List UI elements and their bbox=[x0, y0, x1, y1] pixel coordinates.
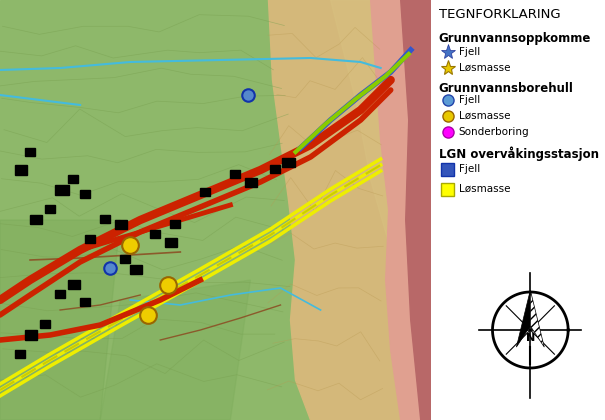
Text: Sonderboring: Sonderboring bbox=[459, 127, 529, 137]
Bar bbox=[55, 290, 65, 298]
Polygon shape bbox=[100, 280, 250, 420]
Bar bbox=[80, 298, 90, 306]
Bar bbox=[45, 205, 55, 213]
Text: Fjell: Fjell bbox=[459, 47, 480, 57]
Bar bbox=[270, 165, 281, 173]
Bar bbox=[30, 215, 42, 224]
Bar bbox=[165, 238, 177, 247]
Text: Fjell: Fjell bbox=[459, 164, 480, 174]
Text: LGN overvåkingsstasjon: LGN overvåkingsstasjon bbox=[439, 146, 599, 160]
Bar bbox=[25, 148, 35, 156]
Text: Grunnvannsoppkomme: Grunnvannsoppkomme bbox=[439, 32, 591, 45]
Polygon shape bbox=[531, 290, 544, 347]
Bar bbox=[246, 178, 258, 187]
Polygon shape bbox=[371, 0, 431, 420]
Bar bbox=[115, 220, 127, 229]
Bar bbox=[85, 235, 95, 243]
Bar bbox=[231, 170, 240, 178]
Bar bbox=[15, 350, 25, 358]
Bar bbox=[440, 163, 454, 176]
Text: Løsmasse: Løsmasse bbox=[459, 111, 510, 121]
Bar bbox=[120, 255, 130, 263]
Polygon shape bbox=[330, 0, 431, 280]
Text: Løsmasse: Løsmasse bbox=[459, 184, 510, 194]
Bar bbox=[200, 188, 211, 196]
Bar bbox=[25, 330, 37, 340]
Bar bbox=[170, 220, 180, 228]
Text: N: N bbox=[526, 333, 535, 343]
Text: Fjell: Fjell bbox=[459, 95, 480, 105]
Bar bbox=[40, 320, 50, 328]
Bar bbox=[80, 190, 90, 198]
Bar bbox=[100, 215, 110, 223]
Polygon shape bbox=[517, 290, 531, 347]
Text: TEGNFORKLARING: TEGNFORKLARING bbox=[439, 8, 560, 21]
Polygon shape bbox=[269, 0, 431, 420]
Text: Løsmasse: Løsmasse bbox=[459, 63, 510, 73]
Text: Grunnvannsborehull: Grunnvannsborehull bbox=[439, 82, 574, 95]
Bar bbox=[55, 185, 69, 195]
Bar bbox=[130, 265, 142, 274]
Bar bbox=[68, 175, 78, 183]
Bar bbox=[150, 230, 160, 238]
Bar bbox=[15, 165, 27, 175]
Bar bbox=[440, 183, 454, 196]
Bar bbox=[283, 158, 295, 167]
Polygon shape bbox=[0, 220, 120, 420]
Bar bbox=[68, 280, 80, 289]
Polygon shape bbox=[401, 0, 431, 420]
